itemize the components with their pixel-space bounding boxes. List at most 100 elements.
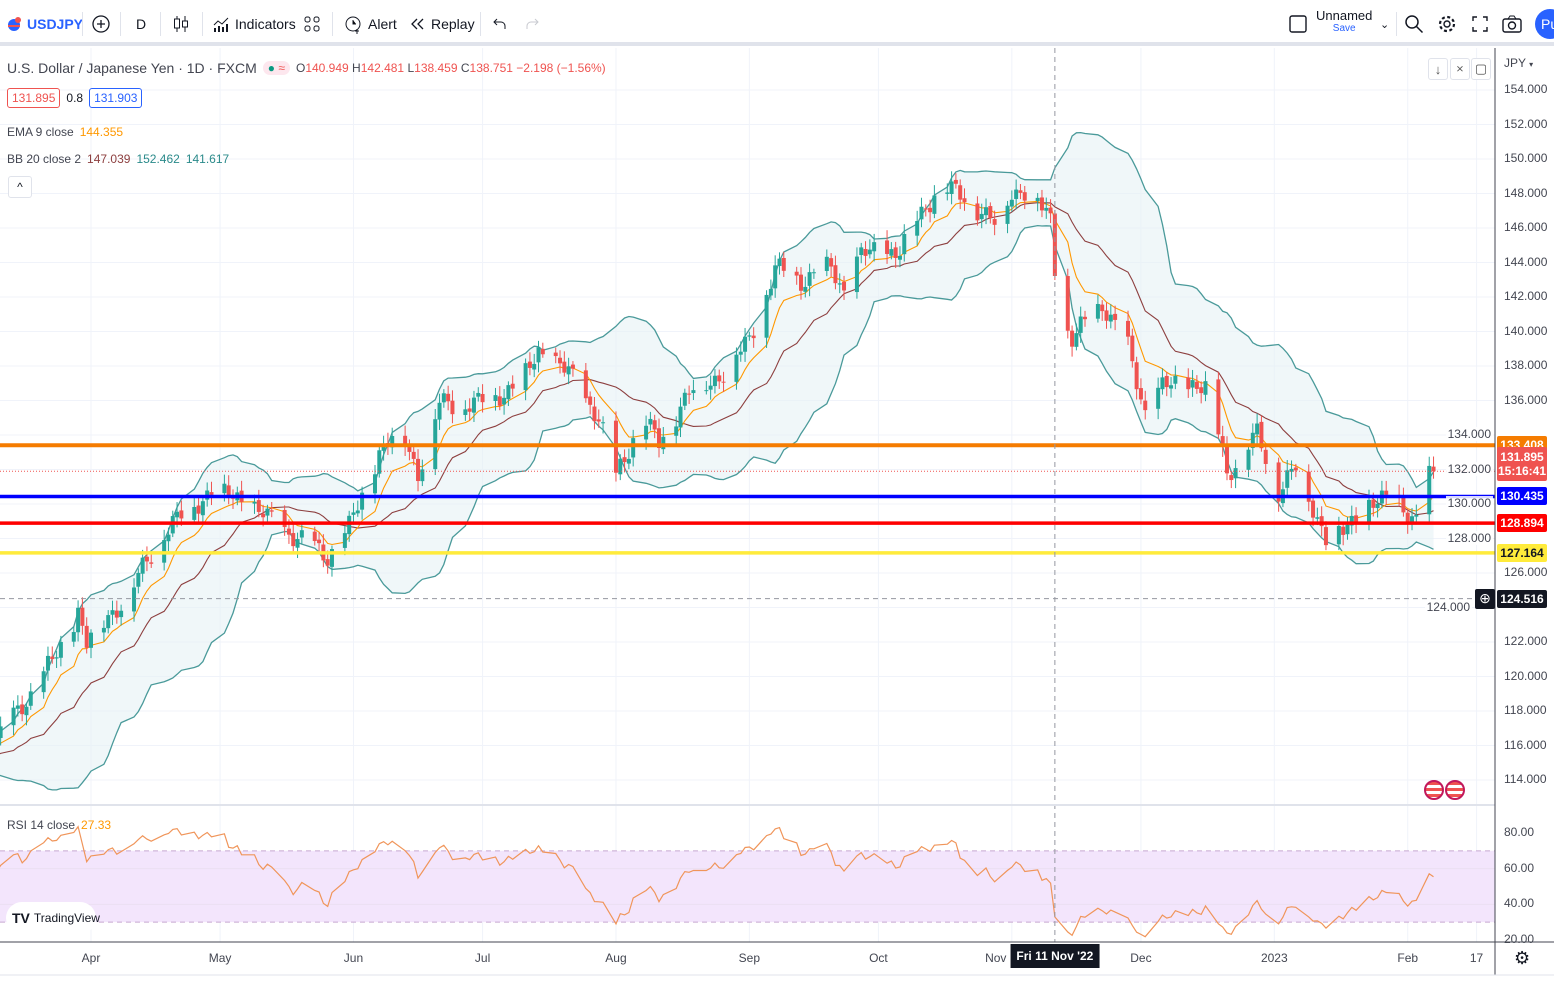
- candle: [928, 199, 933, 223]
- economic-events[interactable]: [1424, 780, 1465, 800]
- indicators-label: Indicators: [235, 16, 296, 32]
- collapse-legend-button[interactable]: ^: [8, 176, 32, 198]
- alert-button[interactable]: Alert: [343, 10, 397, 38]
- candle: [1255, 413, 1260, 445]
- redo-button[interactable]: [524, 10, 540, 38]
- publish-button[interactable]: Pu: [1535, 9, 1554, 39]
- red-level-badge[interactable]: 128.894: [1497, 514, 1547, 533]
- candle: [441, 389, 446, 408]
- candle-body: [192, 507, 197, 520]
- candle-body: [1095, 303, 1100, 319]
- candle: [1022, 185, 1027, 210]
- bb-legend[interactable]: BB 20 close 2 147.039 152.462 141.617: [7, 152, 229, 166]
- candle-body: [166, 534, 171, 542]
- price-tick-label: 138.000: [1504, 358, 1548, 372]
- candle-body: [1186, 377, 1191, 390]
- candle-body: [510, 383, 515, 389]
- candle-body: [1306, 471, 1311, 502]
- us-flag-event-icon[interactable]: [1445, 780, 1465, 800]
- candle-body: [704, 390, 709, 392]
- layout-menu-button[interactable]: ⌄: [1380, 10, 1389, 38]
- candle: [132, 578, 137, 622]
- add-alert-plus-icon[interactable]: ⊕: [1475, 588, 1495, 609]
- interval-button[interactable]: D: [136, 10, 146, 38]
- replay-button[interactable]: Replay: [410, 10, 475, 38]
- candle-body: [1022, 192, 1027, 201]
- indicators-button[interactable]: Indicators: [212, 10, 296, 38]
- candle-body: [140, 557, 145, 574]
- crosshair-price-badge[interactable]: 124.516: [1497, 589, 1547, 608]
- candle-body: [687, 393, 692, 395]
- collapse-pane-button[interactable]: ⨯: [1450, 58, 1470, 80]
- market-status-badge[interactable]: ● ≈: [262, 61, 290, 75]
- candle-body: [932, 195, 937, 214]
- chart-type-button[interactable]: [172, 10, 190, 38]
- ema-legend[interactable]: EMA 9 close 144.355: [7, 125, 123, 139]
- fullscreen-button[interactable]: [1471, 10, 1489, 38]
- buy-button[interactable]: 131.903: [89, 88, 143, 108]
- candle: [291, 522, 296, 552]
- gear-icon: [1437, 14, 1457, 34]
- candle-body: [1009, 199, 1014, 207]
- candle: [416, 449, 421, 492]
- candle: [1285, 459, 1290, 498]
- snapshot-button[interactable]: [1502, 10, 1522, 38]
- candle-body: [144, 556, 149, 562]
- undo-button[interactable]: [492, 10, 508, 38]
- symbol-search-button[interactable]: USDJPY: [6, 10, 83, 38]
- candle-body: [1405, 512, 1410, 524]
- templates-button[interactable]: [304, 10, 320, 38]
- candle: [144, 546, 149, 572]
- candle: [1108, 304, 1113, 329]
- multi-layout-button[interactable]: [1288, 10, 1308, 38]
- candle: [975, 196, 980, 226]
- settings-button[interactable]: [1437, 10, 1457, 38]
- candle: [1203, 371, 1208, 402]
- alarm-clock-icon: [343, 14, 363, 34]
- candle: [1130, 328, 1135, 368]
- candle-body: [992, 219, 997, 225]
- maximize-pane-button[interactable]: ▢: [1471, 58, 1491, 80]
- price-tick-label: 132.000: [1445, 461, 1493, 476]
- candle-body: [618, 458, 623, 475]
- scroll-to-latest-button[interactable]: ↓: [1428, 58, 1448, 80]
- candle-body: [347, 515, 352, 535]
- candle: [497, 386, 502, 411]
- candle: [15, 695, 20, 717]
- price-tick-label: 116.000: [1504, 737, 1547, 752]
- us-flag-event-icon[interactable]: [1424, 780, 1444, 800]
- rsi-legend[interactable]: RSI 14 close 27.33: [7, 818, 111, 832]
- candle: [1065, 268, 1070, 339]
- tradingview-logo[interactable]: TV TradingView: [6, 902, 100, 934]
- price-tick-label: 126.000: [1504, 565, 1548, 579]
- candle-body: [773, 265, 778, 289]
- candle: [1169, 377, 1174, 398]
- candle-body: [1173, 375, 1178, 384]
- symbol-title[interactable]: U.S. Dollar / Japanese Yen · 1D · FXCM: [7, 60, 257, 76]
- rsi-value: 27.33: [81, 818, 112, 832]
- candle-body: [656, 428, 661, 449]
- last-price-badge[interactable]: 131.895 15:16:41: [1497, 446, 1547, 481]
- sell-button[interactable]: 131.895: [7, 88, 61, 108]
- currency-selector[interactable]: JPY ▾: [1504, 56, 1533, 70]
- price-tick-label: 114.000: [1504, 772, 1547, 786]
- candle: [1014, 179, 1019, 210]
- search-button[interactable]: [1404, 10, 1424, 38]
- time-tick-label: May: [208, 951, 232, 965]
- yellow-level-badge[interactable]: 127.164: [1497, 543, 1547, 562]
- layout-name-button[interactable]: Unnamed Save: [1316, 8, 1372, 40]
- spread-value: 0.8: [66, 91, 84, 105]
- candle: [1375, 498, 1380, 518]
- compare-symbol-button[interactable]: [91, 10, 111, 38]
- blue-level-badge[interactable]: 130.435: [1497, 487, 1547, 506]
- candle: [1190, 369, 1195, 397]
- candle: [854, 247, 859, 299]
- watermark-label: TradingView: [33, 911, 100, 925]
- candle-body: [867, 249, 872, 255]
- save-link[interactable]: Save: [1332, 23, 1356, 34]
- axis-settings-button[interactable]: ⚙: [1514, 948, 1530, 969]
- candle-body: [1410, 516, 1415, 524]
- candle: [1354, 507, 1359, 534]
- candle: [678, 397, 683, 438]
